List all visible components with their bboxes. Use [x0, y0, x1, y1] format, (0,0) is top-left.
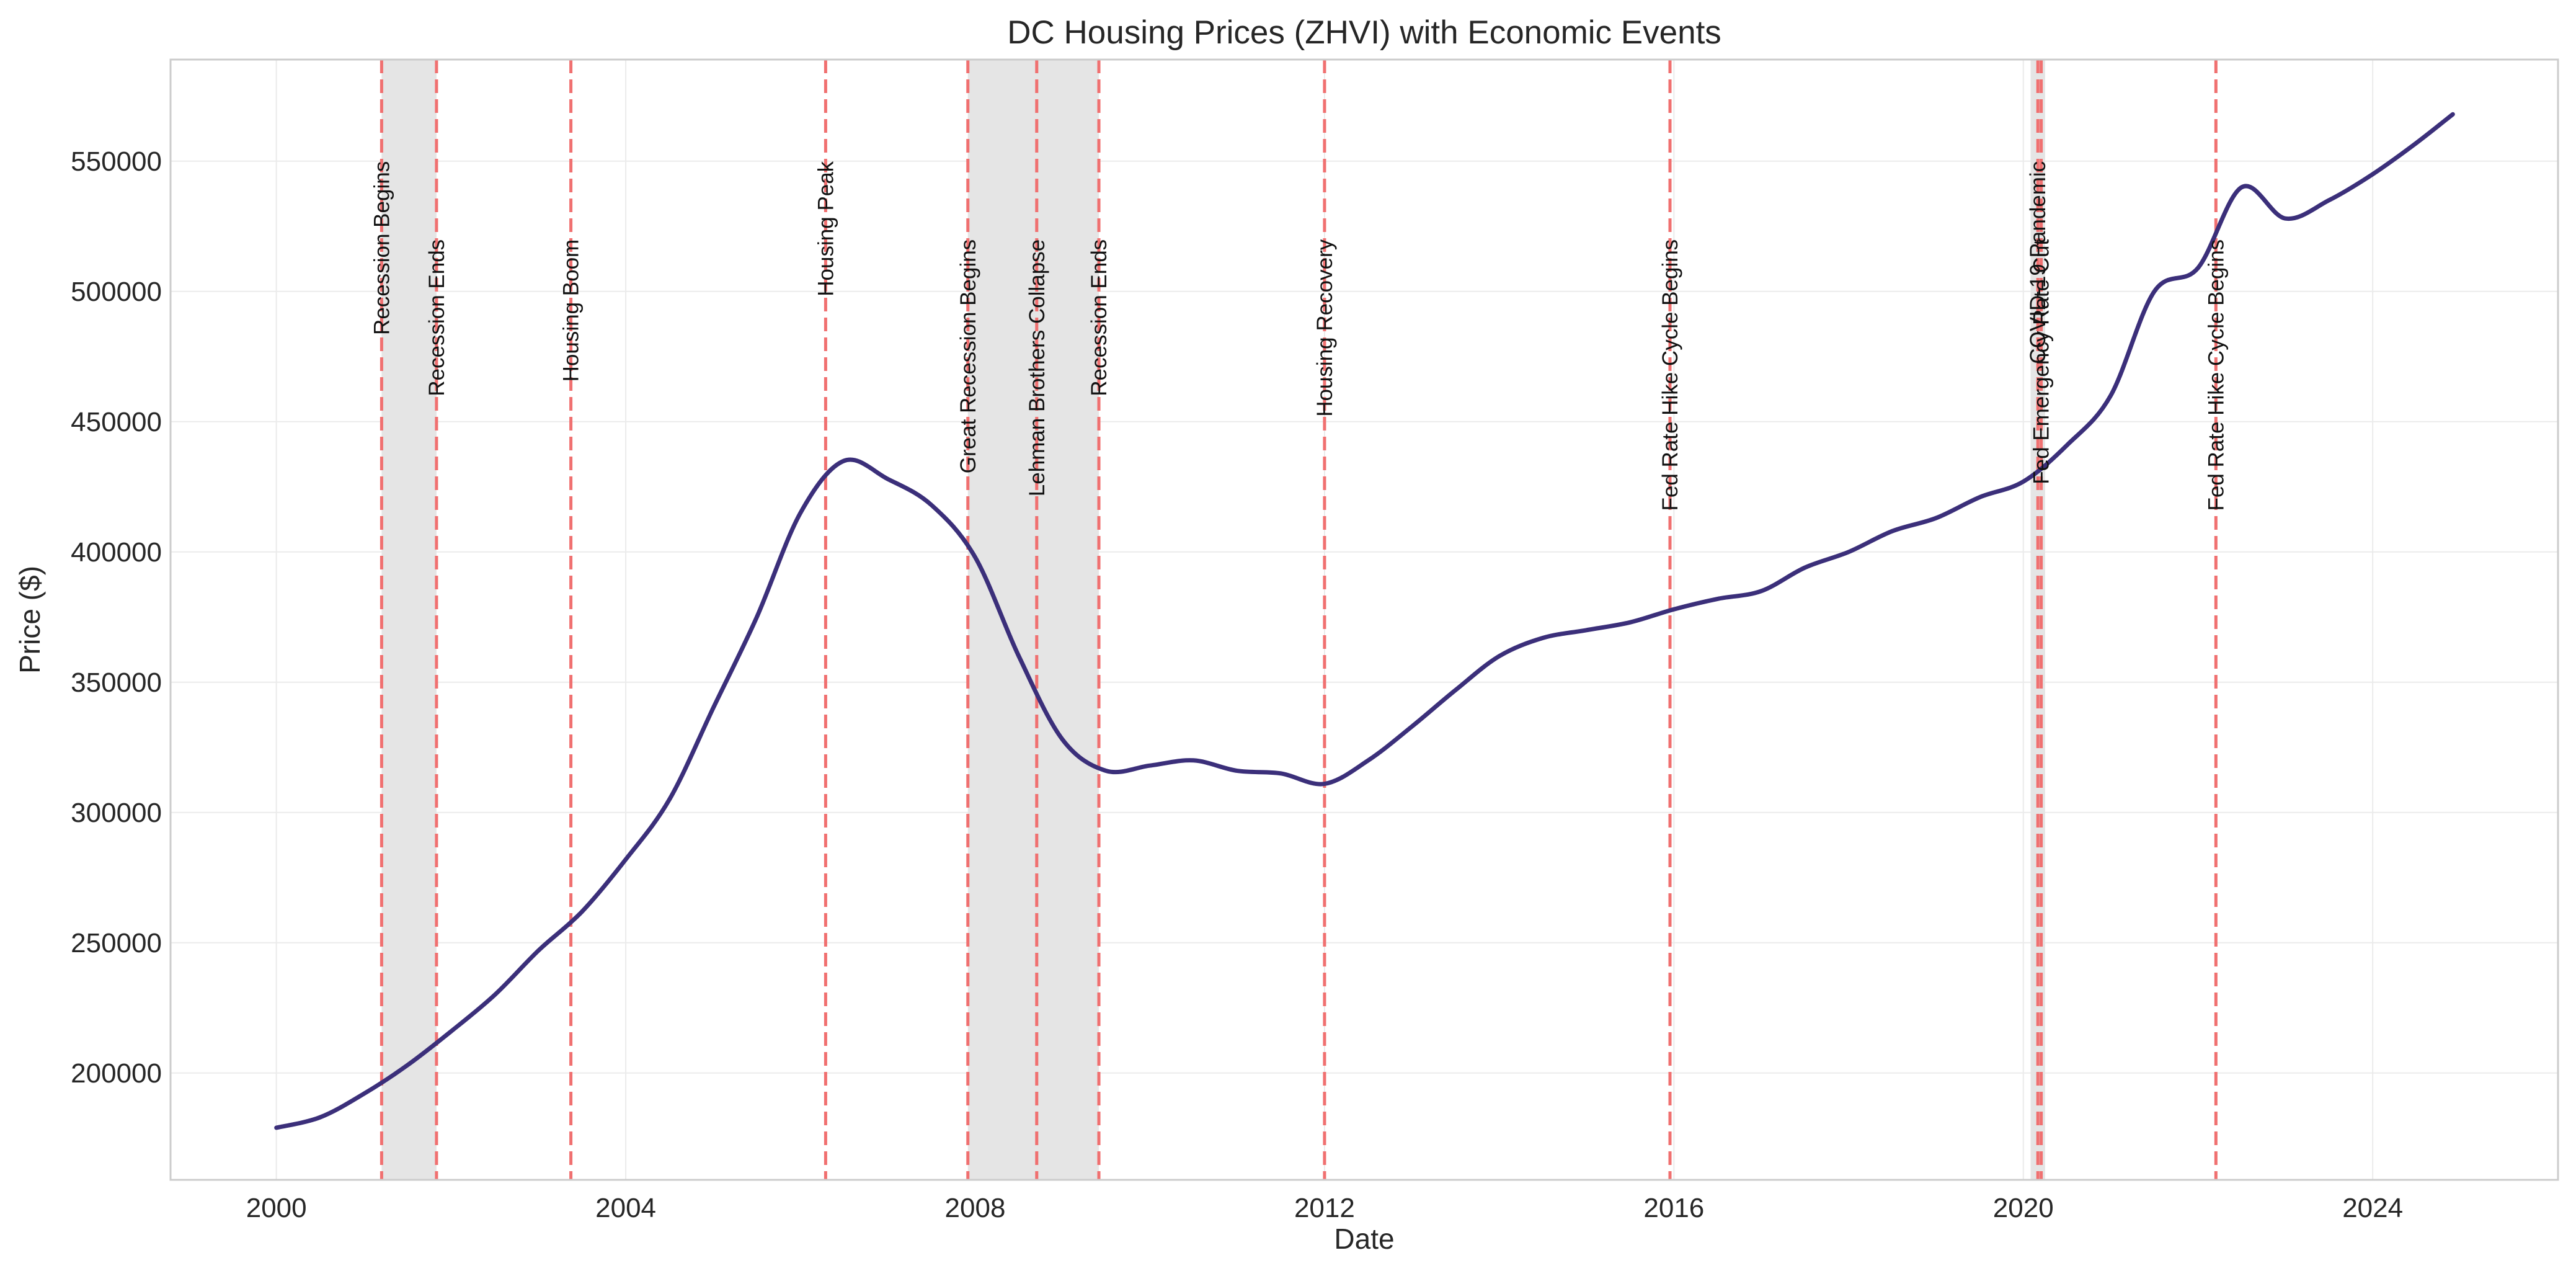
y-tick-label: 300000 [71, 798, 162, 828]
x-tick-label: 2004 [595, 1193, 656, 1223]
event-label: Lehman Brothers Collapse [1025, 239, 1049, 496]
x-tick-label: 2012 [1294, 1193, 1355, 1223]
recession-shade [381, 60, 437, 1180]
event-label: Housing Recovery [1313, 239, 1337, 416]
event-labels: Recession Begins Recession Ends Housing Bo… [370, 161, 2228, 511]
y-tick-labels: 200000 250000 300000 350000 400000 450000 5000… [71, 146, 162, 1089]
event-label: Great Recession Begins [956, 239, 980, 473]
event-label: Housing Peak [814, 161, 838, 296]
x-axis-label: Date [1334, 1223, 1394, 1255]
plot-frame [169, 58, 2559, 1181]
y-tick-label: 350000 [71, 667, 162, 698]
event-label: Recession Begins [370, 161, 394, 335]
y-tick-label: 550000 [71, 146, 162, 177]
y-tick-label: 400000 [71, 537, 162, 568]
x-tick-label: 2008 [945, 1193, 1006, 1223]
y-tick-label: 450000 [71, 407, 162, 437]
event-label: Fed Emergency Rate Cut [2030, 239, 2054, 484]
x-tick-label: 2016 [1643, 1193, 1704, 1223]
x-tick-label: 2020 [1993, 1193, 2054, 1223]
y-axis-label: Price ($) [14, 566, 46, 674]
event-lines [380, 60, 2218, 1180]
event-label: Recession Ends [425, 239, 449, 396]
y-tick-label: 500000 [71, 277, 162, 307]
event-label: Fed Rate Hike Cycle Begins [1658, 239, 1682, 511]
x-tick-labels: 2000 2004 2008 2012 2016 2020 2024 [246, 1193, 2403, 1223]
event-label: Fed Rate Hike Cycle Begins [2204, 239, 2228, 511]
y-tick-label: 200000 [71, 1058, 162, 1089]
chart-title: DC Housing Prices (ZHVI) with Economic E… [1007, 14, 1721, 51]
y-tick-label: 250000 [71, 928, 162, 958]
price-line [274, 112, 2455, 1130]
series [274, 112, 2455, 1130]
event-label: COVID-19 Pandemic [2026, 161, 2050, 364]
recession-shading [381, 60, 2045, 1180]
recession-shade [967, 60, 1099, 1180]
event-label: Recession Ends [1087, 239, 1111, 396]
event-label: Housing Boom [559, 239, 584, 382]
x-tick-label: 2024 [2342, 1193, 2403, 1223]
x-tick-label: 2000 [246, 1193, 307, 1223]
